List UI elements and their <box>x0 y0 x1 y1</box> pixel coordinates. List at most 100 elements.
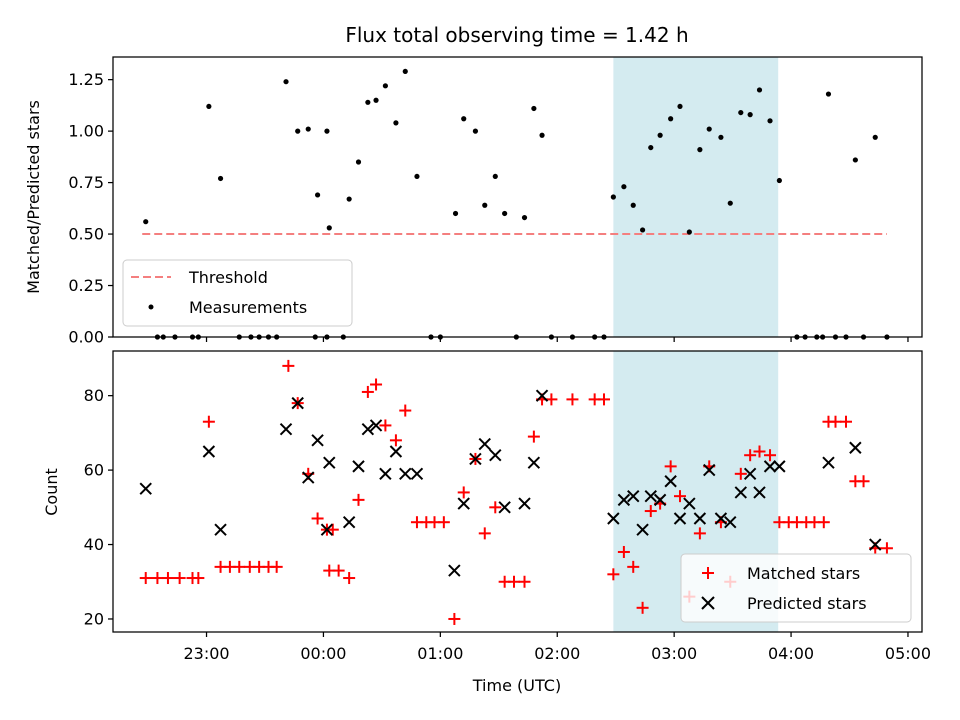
matched-star-point <box>644 505 657 518</box>
matched-star-point <box>636 601 649 614</box>
matched-star-point <box>829 415 842 428</box>
measurement-point <box>314 192 321 198</box>
predicted-star-point <box>773 460 786 473</box>
predicted-star-point <box>693 512 707 525</box>
matched-star-point <box>139 572 152 585</box>
predicted-star-point <box>323 456 336 469</box>
predicted-star-point <box>410 467 424 481</box>
bottom-legend: Matched stars Predicted stars <box>680 553 912 623</box>
predicted-star-point <box>535 389 549 402</box>
measurement-point <box>825 91 832 97</box>
measurement-point <box>402 68 408 75</box>
measurement-point <box>539 132 545 138</box>
measurement-point <box>767 118 773 124</box>
matched-star-point <box>880 542 893 555</box>
predicted-star-point <box>703 463 716 477</box>
predicted-star-point <box>369 419 383 432</box>
predicted-star-point <box>291 396 304 410</box>
predicted-star-point <box>527 456 541 469</box>
predicted-star-point <box>518 497 531 510</box>
measurement-point <box>756 87 763 93</box>
threshold-legend-label: Threshold <box>188 268 268 287</box>
predicted-star-point <box>869 538 882 551</box>
predicted-star-point <box>448 564 461 577</box>
matched-star-point <box>693 527 706 540</box>
top-y-tick-label: 1.00 <box>68 122 104 141</box>
bottom-y-ticks: 20 40 60 80 <box>84 386 113 628</box>
predicted-star-point <box>724 515 737 529</box>
matched-legend-swatch <box>702 567 714 579</box>
top-x-ticks <box>205 337 909 342</box>
measurement-point <box>502 210 508 217</box>
matched-star-point <box>734 467 747 480</box>
predicted-star-point <box>664 475 677 488</box>
top-y-tick-label: 0.75 <box>68 173 104 192</box>
measurement-point <box>531 105 537 112</box>
predicted-star-point <box>849 441 862 454</box>
measurement-point <box>521 214 528 221</box>
matched-star-point <box>161 572 174 585</box>
measurement-point <box>697 147 703 153</box>
top-legend-box <box>122 259 353 327</box>
predicted-stars-layer <box>139 389 882 577</box>
measurement-point <box>610 194 616 200</box>
predicted-star-point <box>342 515 356 529</box>
predicted-star-point <box>457 497 470 510</box>
matched-star-point <box>598 393 611 406</box>
top-y-tick-label: 0.50 <box>68 225 104 244</box>
measurement-point <box>373 97 379 103</box>
predicted-star-point <box>302 471 315 484</box>
measurement-point <box>217 175 224 182</box>
bottom-y-tick-label: 60 <box>84 461 104 480</box>
measurement-point <box>657 132 663 138</box>
bottom-plot-frame <box>112 350 923 633</box>
measurement-point <box>472 128 479 134</box>
matched-star-point <box>192 572 205 585</box>
measurement-point <box>414 173 420 180</box>
measurement-point <box>283 79 289 85</box>
predicted-star-point <box>389 445 403 458</box>
predicted-star-point <box>469 452 482 466</box>
matched-star-point <box>343 572 356 585</box>
matched-star-point <box>507 575 520 588</box>
measurement-point <box>686 229 692 235</box>
x-tick-label: 02:00 <box>534 644 580 663</box>
measurement-point <box>295 128 301 134</box>
predicted-star-point <box>352 460 365 473</box>
bottom-legend-box <box>680 553 912 623</box>
matched-star-point <box>607 568 620 581</box>
x-axis-label: Time (UTC) <box>472 676 561 695</box>
measurement-point <box>452 210 459 217</box>
predicted-star-point <box>202 445 216 458</box>
matched-star-point <box>173 572 186 585</box>
top-y-ticks: 0.00 0.25 0.50 0.75 1.00 1.25 <box>68 70 113 347</box>
matched-star-point <box>664 460 677 473</box>
matched-star-point <box>518 575 531 588</box>
measurement-point <box>482 202 488 208</box>
matched-star-point <box>627 560 640 573</box>
matched-star-point <box>857 475 870 488</box>
predicted-star-point <box>214 523 227 536</box>
measurement-point <box>648 144 654 151</box>
bottom-y-axis-label: Count <box>42 468 61 516</box>
matched-star-point <box>545 393 558 406</box>
predicted-star-point <box>763 460 777 473</box>
predicted-star-point <box>734 486 748 499</box>
measurement-point <box>852 157 858 163</box>
predicted-star-point <box>743 467 757 481</box>
predicted-star-point <box>753 486 766 499</box>
measurement-point <box>677 103 683 110</box>
predicted-star-point <box>822 456 835 469</box>
measurement-point <box>346 196 352 202</box>
measurement-point <box>355 159 362 165</box>
predicted-star-point <box>607 512 620 525</box>
matched-star-point <box>527 430 540 443</box>
predicted-star-point <box>683 497 696 510</box>
measurement-point <box>718 134 724 140</box>
bottom-y-tick-label: 20 <box>84 609 104 628</box>
predicted-star-point <box>139 482 152 495</box>
measurement-point <box>461 116 467 122</box>
predicted-legend-label: Predicted stars <box>747 594 867 613</box>
predicted-star-point <box>311 434 324 447</box>
bottom-y-tick-label: 80 <box>84 386 104 405</box>
